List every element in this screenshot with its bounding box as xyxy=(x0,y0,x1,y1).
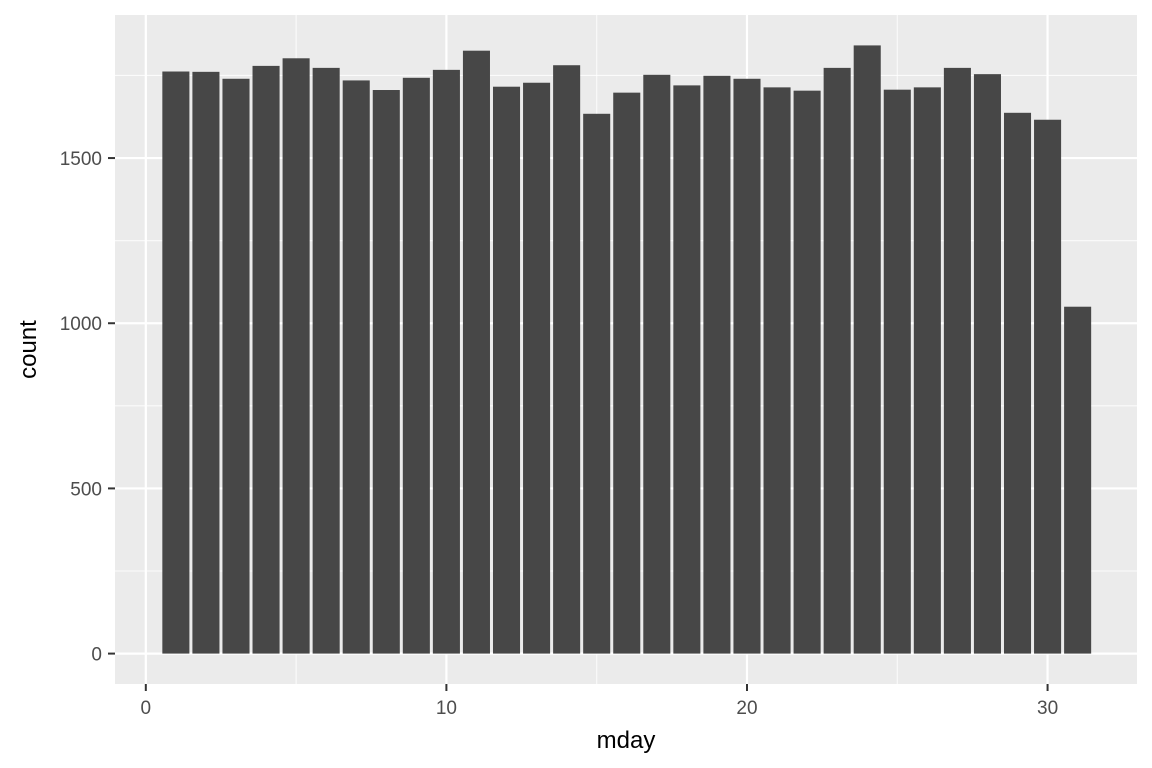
y-tick-label: 1000 xyxy=(60,314,102,335)
bar xyxy=(823,67,851,654)
bar xyxy=(883,89,911,654)
bar xyxy=(282,58,310,654)
bar xyxy=(492,86,521,654)
bar xyxy=(312,67,340,654)
x-axis-title: mday xyxy=(597,727,656,754)
bar xyxy=(673,85,701,654)
bar xyxy=(733,78,761,654)
bar xyxy=(1064,306,1092,654)
x-tick-label: 10 xyxy=(436,698,457,719)
bar xyxy=(943,67,971,654)
bar xyxy=(1003,112,1032,654)
x-tick-label: 30 xyxy=(1037,698,1058,719)
bar xyxy=(763,87,791,654)
bar xyxy=(192,71,220,654)
bar xyxy=(342,80,370,654)
bar xyxy=(402,77,430,654)
bar xyxy=(553,65,581,654)
y-tick-label: 0 xyxy=(91,645,102,666)
bar xyxy=(643,74,671,654)
bar xyxy=(703,75,731,654)
bar xyxy=(973,74,1001,654)
x-tick-label: 20 xyxy=(736,698,757,719)
axes: 0 10 20 30 0 500 1000 1500 xyxy=(60,149,1058,719)
y-tick-label: 500 xyxy=(70,479,102,500)
bar xyxy=(372,90,400,654)
bar xyxy=(793,90,821,654)
y-axis-title: count xyxy=(15,320,42,379)
bar xyxy=(252,65,280,654)
x-tick-label: 0 xyxy=(141,698,152,719)
y-tick-label: 1500 xyxy=(60,149,102,170)
bar xyxy=(583,113,611,654)
bar xyxy=(613,92,641,654)
bars xyxy=(162,45,1092,654)
bar xyxy=(913,87,941,654)
bar xyxy=(523,82,551,654)
bar xyxy=(853,45,881,654)
bar xyxy=(1034,119,1062,654)
bar xyxy=(432,69,460,654)
bar xyxy=(462,50,490,654)
bar xyxy=(162,71,190,654)
bar xyxy=(222,78,250,654)
